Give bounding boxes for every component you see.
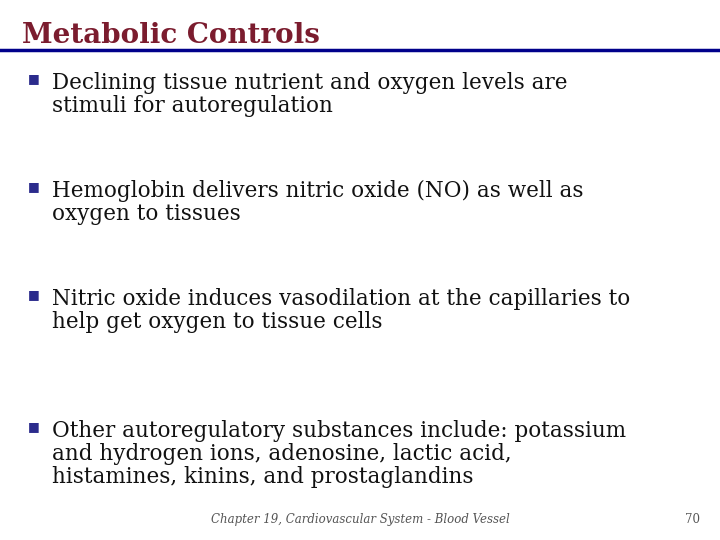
- Text: Declining tissue nutrient and oxygen levels are: Declining tissue nutrient and oxygen lev…: [52, 72, 567, 94]
- Text: ■: ■: [28, 288, 40, 301]
- Text: ■: ■: [28, 72, 40, 85]
- Text: ■: ■: [28, 180, 40, 193]
- Text: histamines, kinins, and prostaglandins: histamines, kinins, and prostaglandins: [52, 466, 474, 488]
- Text: help get oxygen to tissue cells: help get oxygen to tissue cells: [52, 311, 382, 333]
- Text: Hemoglobin delivers nitric oxide (NO) as well as: Hemoglobin delivers nitric oxide (NO) as…: [52, 180, 583, 202]
- Text: Metabolic Controls: Metabolic Controls: [22, 22, 320, 49]
- Text: oxygen to tissues: oxygen to tissues: [52, 203, 240, 225]
- Text: and hydrogen ions, adenosine, lactic acid,: and hydrogen ions, adenosine, lactic aci…: [52, 443, 512, 465]
- Text: 70: 70: [685, 513, 700, 526]
- Text: Other autoregulatory substances include: potassium: Other autoregulatory substances include:…: [52, 420, 626, 442]
- Text: stimuli for autoregulation: stimuli for autoregulation: [52, 95, 333, 117]
- Text: Nitric oxide induces vasodilation at the capillaries to: Nitric oxide induces vasodilation at the…: [52, 288, 630, 310]
- Text: ■: ■: [28, 420, 40, 433]
- Text: Chapter 19, Cardiovascular System - Blood Vessel: Chapter 19, Cardiovascular System - Bloo…: [211, 513, 509, 526]
